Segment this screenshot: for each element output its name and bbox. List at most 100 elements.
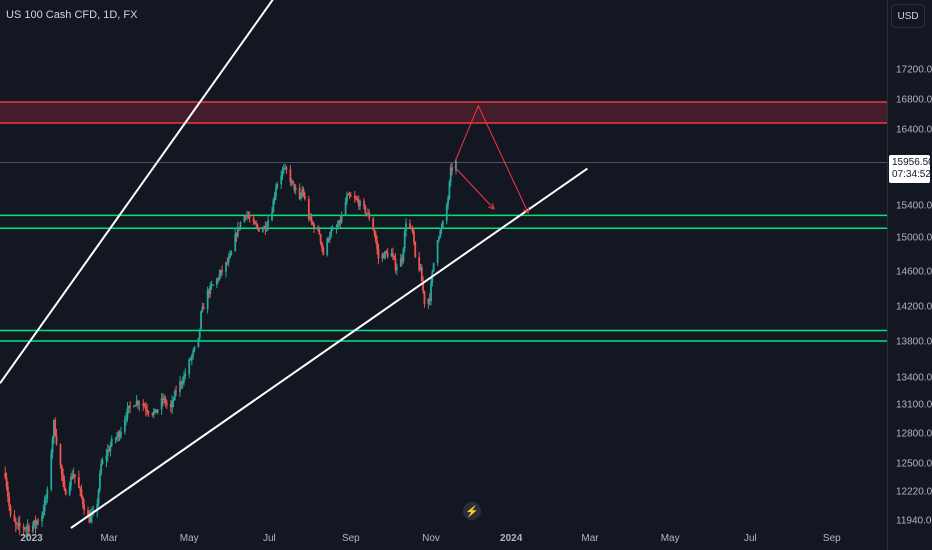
candle-body xyxy=(156,409,159,413)
y-tick-label: 16800.00 xyxy=(896,95,932,106)
candle-body xyxy=(261,228,264,232)
last-price-value: 15956.50 xyxy=(892,157,932,168)
candle-body xyxy=(432,262,435,272)
y-tick-label: 13800.00 xyxy=(896,337,932,348)
candle-body xyxy=(197,337,200,347)
channel-lower-line[interactable] xyxy=(70,167,588,529)
candle-body xyxy=(218,274,221,280)
candle-body xyxy=(97,489,100,504)
candle-body xyxy=(386,252,389,257)
candle-body xyxy=(52,420,55,439)
candle-body xyxy=(25,527,28,529)
candle-body xyxy=(64,489,67,495)
candle-body xyxy=(317,228,319,230)
x-tick-label: Sep xyxy=(823,533,841,544)
candle-body xyxy=(290,180,293,183)
candle-body xyxy=(190,355,193,360)
candle-body xyxy=(134,405,137,407)
x-tick-label: May xyxy=(180,533,199,544)
candle-body xyxy=(80,489,83,497)
candle-body xyxy=(142,403,145,406)
candle-body xyxy=(206,290,209,310)
x-tick-label: Jul xyxy=(263,533,276,544)
candle-body xyxy=(18,522,21,527)
candle-body xyxy=(147,411,150,413)
y-tick-label: 15400.00 xyxy=(896,201,932,212)
candle-body xyxy=(247,215,250,217)
candle-body xyxy=(273,195,276,201)
candle-body xyxy=(180,381,183,384)
projection-path-1[interactable] xyxy=(454,104,529,214)
candle-body xyxy=(146,409,149,412)
currency-button[interactable]: USD xyxy=(891,4,925,28)
candle-body xyxy=(438,237,440,241)
candle-body xyxy=(289,169,292,183)
candle-body xyxy=(414,241,417,258)
lightning-icon[interactable]: ⚡ xyxy=(463,502,481,520)
candle-body xyxy=(276,184,279,188)
candle-body xyxy=(340,214,343,223)
candle-body xyxy=(163,398,166,401)
candle-body xyxy=(125,417,128,420)
candle-body xyxy=(6,486,9,497)
y-tick-label: 17200.00 xyxy=(896,65,932,76)
candle-body xyxy=(87,510,89,517)
candle-body xyxy=(189,359,192,361)
candle-body xyxy=(162,398,164,401)
resistance-zone-fill xyxy=(0,102,887,123)
candle-body xyxy=(62,474,64,481)
candle-body xyxy=(200,311,202,329)
candle-body xyxy=(430,282,432,302)
candle-body xyxy=(152,411,155,415)
candle-body xyxy=(126,408,129,418)
candle-body xyxy=(239,222,242,229)
candle-body xyxy=(328,235,331,240)
candle-body xyxy=(285,167,288,170)
candle-body xyxy=(193,346,196,351)
candle-body xyxy=(318,228,321,235)
y-tick-label: 13100.00 xyxy=(896,400,932,411)
candle-body xyxy=(335,228,338,230)
candle-body xyxy=(41,515,43,522)
candle-body xyxy=(395,266,398,271)
candle-body xyxy=(234,233,237,252)
candle-body xyxy=(225,262,227,272)
candle-body xyxy=(164,398,167,404)
candle-body xyxy=(353,196,356,199)
candle-body xyxy=(265,226,268,231)
candle-body xyxy=(133,406,135,408)
y-tick-label: 14200.00 xyxy=(896,302,932,313)
projection-path-2[interactable] xyxy=(454,166,495,210)
candle-body xyxy=(169,404,172,408)
candle-body xyxy=(254,221,256,224)
candle-body xyxy=(401,258,404,262)
candle-body xyxy=(244,215,247,217)
candle-body xyxy=(301,189,304,196)
x-tick-label: Jul xyxy=(744,533,757,544)
candle-body xyxy=(43,500,46,512)
candle-body xyxy=(72,474,75,479)
candle-body xyxy=(42,511,45,516)
x-tick-label: May xyxy=(661,533,680,544)
candle-body xyxy=(143,405,146,408)
candle-body xyxy=(271,212,273,221)
candle-body xyxy=(202,306,205,310)
candle-body xyxy=(209,285,212,294)
candle-body xyxy=(284,167,287,169)
candle-body xyxy=(418,257,421,271)
candle-body xyxy=(448,181,451,199)
candle-body xyxy=(88,516,91,523)
x-tick-label: 2024 xyxy=(500,533,523,544)
candle-body xyxy=(339,220,342,223)
candle-body xyxy=(34,520,37,525)
channel-upper-line[interactable] xyxy=(0,0,427,384)
candle-body xyxy=(155,409,158,413)
x-tick-label: 2023 xyxy=(20,533,43,544)
candle-body xyxy=(411,227,414,232)
y-tick-label: 16400.00 xyxy=(896,125,932,136)
candle-body xyxy=(109,445,112,452)
candle-body xyxy=(98,473,101,490)
candle-body xyxy=(60,465,63,475)
candle-body xyxy=(376,241,379,249)
